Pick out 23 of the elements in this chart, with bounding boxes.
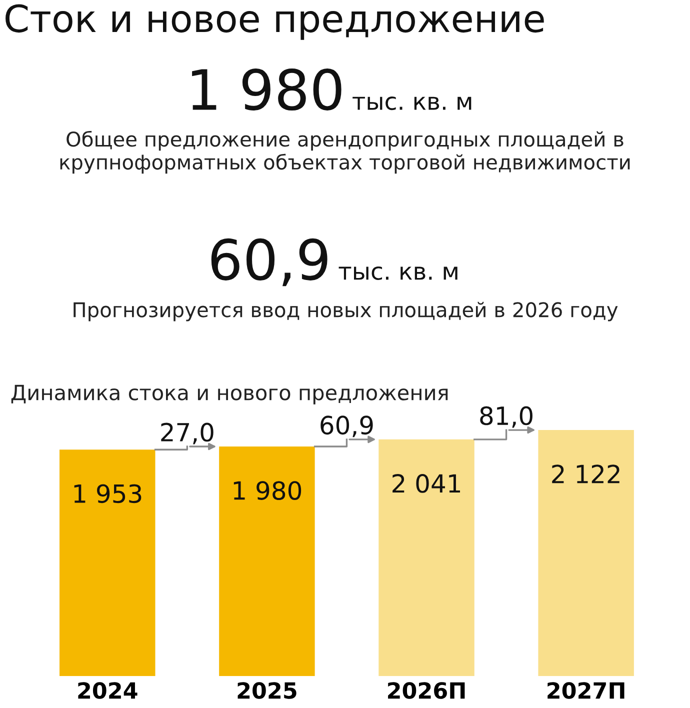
data-label: 1 953 [74,484,142,504]
bar [219,446,315,676]
x-tick-label: 2027П [548,682,624,699]
x-tick-label: 2026П [388,682,465,699]
annotation: 27,0 [161,422,214,444]
text: Общее предложение арендопригодных площадей в крупноформатных объектах торговой недвижимости [60,130,630,174]
data-label: 1 980 [234,481,302,500]
text: 60,9 [211,238,328,286]
data-label: 2 041 [392,474,460,493]
text: тыс. кв. м [352,96,472,110]
data-label: 2 122 [552,464,620,484]
text: 1 980 [192,68,342,111]
chart-title: Сток и новое предложение [6,4,544,40]
bar [378,439,474,676]
text: 81,0 [480,406,532,428]
x-tick-label: 2025 [238,682,296,699]
text: тыс. кв. м [338,266,458,280]
text: Прогнозируется ввод новых площадей в 2026 году [74,302,618,322]
bar [538,430,634,676]
annotation: 60,9 [320,416,373,438]
x-tick-label: 2024 [78,682,138,699]
bar [60,450,156,676]
chart-subtitle: Динамика стока и нового предложения [11,384,448,404]
